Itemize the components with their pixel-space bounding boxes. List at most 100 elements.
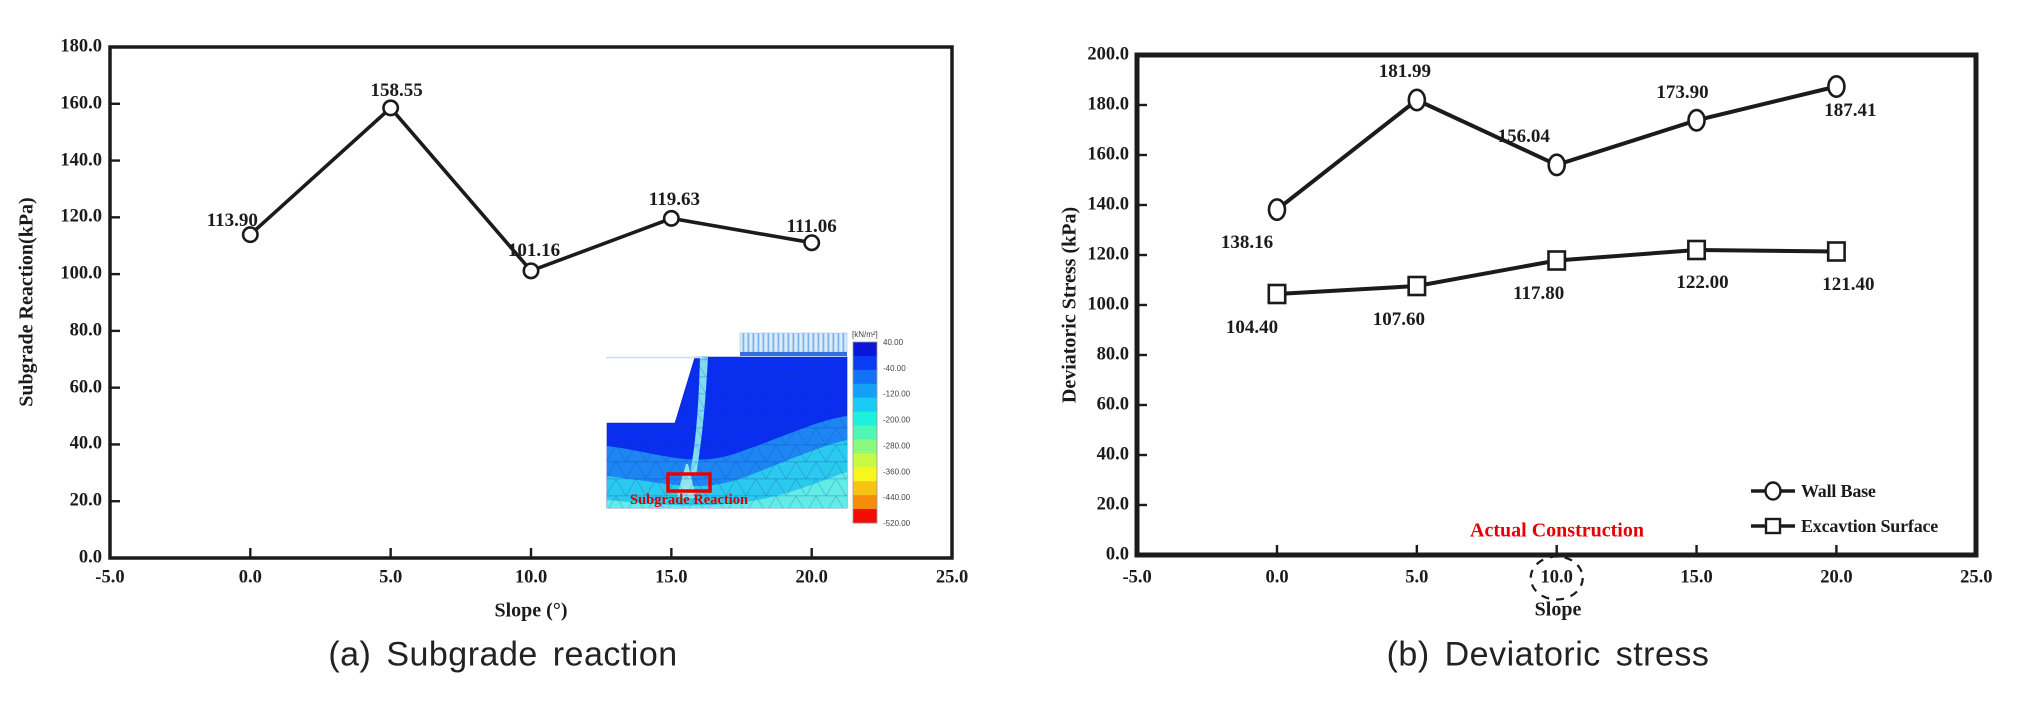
actual-construction-annotation: Actual Construction bbox=[1470, 519, 1644, 542]
x-tick-label: 5.0 bbox=[1405, 567, 1429, 588]
x-tick-label: 0.0 bbox=[238, 567, 262, 588]
circle-marker bbox=[1827, 74, 1846, 98]
y-tick-label: 40.0 bbox=[1096, 444, 1129, 465]
y-tick-label: 60.0 bbox=[69, 377, 102, 398]
y-tick-label: 160.0 bbox=[1087, 144, 1129, 165]
series-line-0 bbox=[1275, 84, 1839, 212]
x-tick-label: -5.0 bbox=[95, 567, 125, 588]
y-tick-label: 80.0 bbox=[1096, 344, 1129, 365]
square-marker bbox=[1826, 241, 1846, 262]
legend-item-wall-base: Wall Base bbox=[1750, 479, 1938, 503]
square-marker bbox=[1267, 283, 1287, 305]
y-tick-label: 120.0 bbox=[1087, 244, 1129, 265]
y-tick-label: 40.0 bbox=[69, 433, 102, 454]
y-tick-label: 120.0 bbox=[60, 206, 102, 227]
data-label: 107.60 bbox=[1372, 309, 1425, 330]
data-label: 156.04 bbox=[1497, 125, 1550, 147]
x-tick-label: 20.0 bbox=[795, 567, 828, 588]
circle-marker bbox=[382, 99, 400, 117]
chart-1 bbox=[1134, 52, 1979, 558]
y-tick-label: 140.0 bbox=[60, 150, 102, 171]
y-tick-label: 140.0 bbox=[1087, 194, 1129, 215]
legend-label-wall-base: Wall Base bbox=[1801, 480, 1876, 501]
colorbar-segment bbox=[853, 467, 877, 482]
colorbar-unit-label: [kN/m²] bbox=[852, 330, 878, 339]
colorbar-value: -520.00 bbox=[883, 519, 911, 528]
square-marker bbox=[1547, 250, 1567, 271]
x-tick-label: 20.0 bbox=[1820, 567, 1853, 588]
circle-marker bbox=[1267, 198, 1287, 222]
plot-frame bbox=[1134, 52, 1979, 558]
data-label: 101.16 bbox=[507, 239, 561, 261]
colorbar-segment bbox=[853, 342, 877, 357]
y-tick-label: 200.0 bbox=[1087, 44, 1129, 65]
colorbar-segment bbox=[853, 453, 877, 468]
y-tick-label: 100.0 bbox=[1087, 294, 1129, 315]
colorbar-segment bbox=[853, 369, 877, 385]
colorbar-value: -40.00 bbox=[883, 364, 906, 373]
circle-marker bbox=[1547, 153, 1566, 177]
circle-marker bbox=[662, 209, 680, 227]
y-tick-label: 20.0 bbox=[69, 490, 102, 511]
square-marker bbox=[1687, 239, 1707, 261]
caption-b: (b) Deviatoric stress bbox=[1386, 635, 1710, 674]
data-label: 187.41 bbox=[1824, 100, 1877, 122]
x-tick-label: 5.0 bbox=[379, 567, 403, 588]
x-tick-label: 15.0 bbox=[1680, 567, 1713, 588]
legend: Wall Base Excavtion Surface bbox=[1750, 479, 1938, 549]
colorbar-value: -200.00 bbox=[883, 416, 911, 425]
fem-contour-inset: Subgrade Reaction 40.00 -40.00 -120.00 -200… bbox=[606, 330, 911, 528]
x-tick-label: -5.0 bbox=[1122, 567, 1152, 588]
data-label: 122.00 bbox=[1676, 272, 1729, 293]
x-tick-label: 10.0 bbox=[514, 567, 548, 588]
y-tick-label: 0.0 bbox=[78, 547, 102, 568]
data-label: 119.63 bbox=[648, 189, 700, 211]
circle-marker bbox=[1687, 108, 1706, 132]
x-tick-label: 10.0 bbox=[1540, 567, 1573, 588]
x-tick-label: 25.0 bbox=[1960, 567, 1993, 588]
y-tick-label: 60.0 bbox=[1096, 394, 1129, 415]
colorbar-segment bbox=[853, 495, 877, 510]
fem-model: Subgrade Reaction bbox=[606, 332, 848, 509]
data-label: 121.40 bbox=[1822, 273, 1875, 295]
left-x-axis-title: Slope (°) bbox=[494, 599, 568, 622]
x-tick-label: 25.0 bbox=[935, 567, 969, 588]
colorbar-segment bbox=[853, 439, 877, 454]
circle-marker bbox=[803, 234, 821, 252]
colorbar-value: -120.00 bbox=[883, 390, 911, 399]
circle-marker bbox=[241, 226, 259, 244]
y-tick-label: 180.0 bbox=[1087, 94, 1129, 115]
circle-marker bbox=[1407, 88, 1427, 112]
data-label: 181.99 bbox=[1378, 61, 1431, 83]
y-tick-label: 20.0 bbox=[1096, 494, 1129, 515]
y-tick-label: 160.0 bbox=[60, 93, 102, 114]
colorbar-segment bbox=[853, 481, 877, 496]
y-tick-label: 0.0 bbox=[1105, 544, 1129, 565]
circle-marker bbox=[522, 262, 540, 280]
colorbar-segment bbox=[853, 383, 877, 399]
surcharge-hatch-strip bbox=[739, 332, 848, 353]
right-x-axis-title: Slope bbox=[1534, 598, 1582, 621]
subgrade-reaction-annotation: Subgrade Reaction bbox=[630, 492, 748, 508]
legend-item-excavation-surface: Excavtion Surface bbox=[1750, 514, 1938, 538]
data-label: 117.80 bbox=[1513, 282, 1565, 304]
y-tick-label: 180.0 bbox=[60, 36, 102, 57]
colorbar-border bbox=[852, 341, 878, 524]
chart-0 bbox=[108, 45, 954, 560]
colorbar-segment bbox=[853, 397, 877, 413]
excavation-surface-marker-icon bbox=[1751, 517, 1795, 535]
data-label: 173.90 bbox=[1656, 82, 1709, 104]
colorbar-segment bbox=[853, 425, 877, 440]
colorbar-value: -280.00 bbox=[883, 441, 911, 450]
left-y-axis-title: Subgrade Reaction(kPa) bbox=[15, 197, 38, 407]
data-label: 138.16 bbox=[1220, 231, 1274, 253]
data-label: 104.40 bbox=[1225, 317, 1279, 338]
x-tick-label: 0.0 bbox=[1265, 567, 1289, 588]
colorbar-segment bbox=[853, 355, 877, 371]
colorbar: 40.00 -40.00 -120.00 -200.00 -280.00 -360.00 -… bbox=[852, 338, 911, 528]
data-label: 111.06 bbox=[786, 215, 837, 237]
colorbar-value: -440.00 bbox=[883, 493, 911, 502]
y-tick-label: 100.0 bbox=[60, 263, 102, 284]
plot-frame bbox=[108, 45, 954, 560]
colorbar-segment bbox=[853, 411, 877, 427]
